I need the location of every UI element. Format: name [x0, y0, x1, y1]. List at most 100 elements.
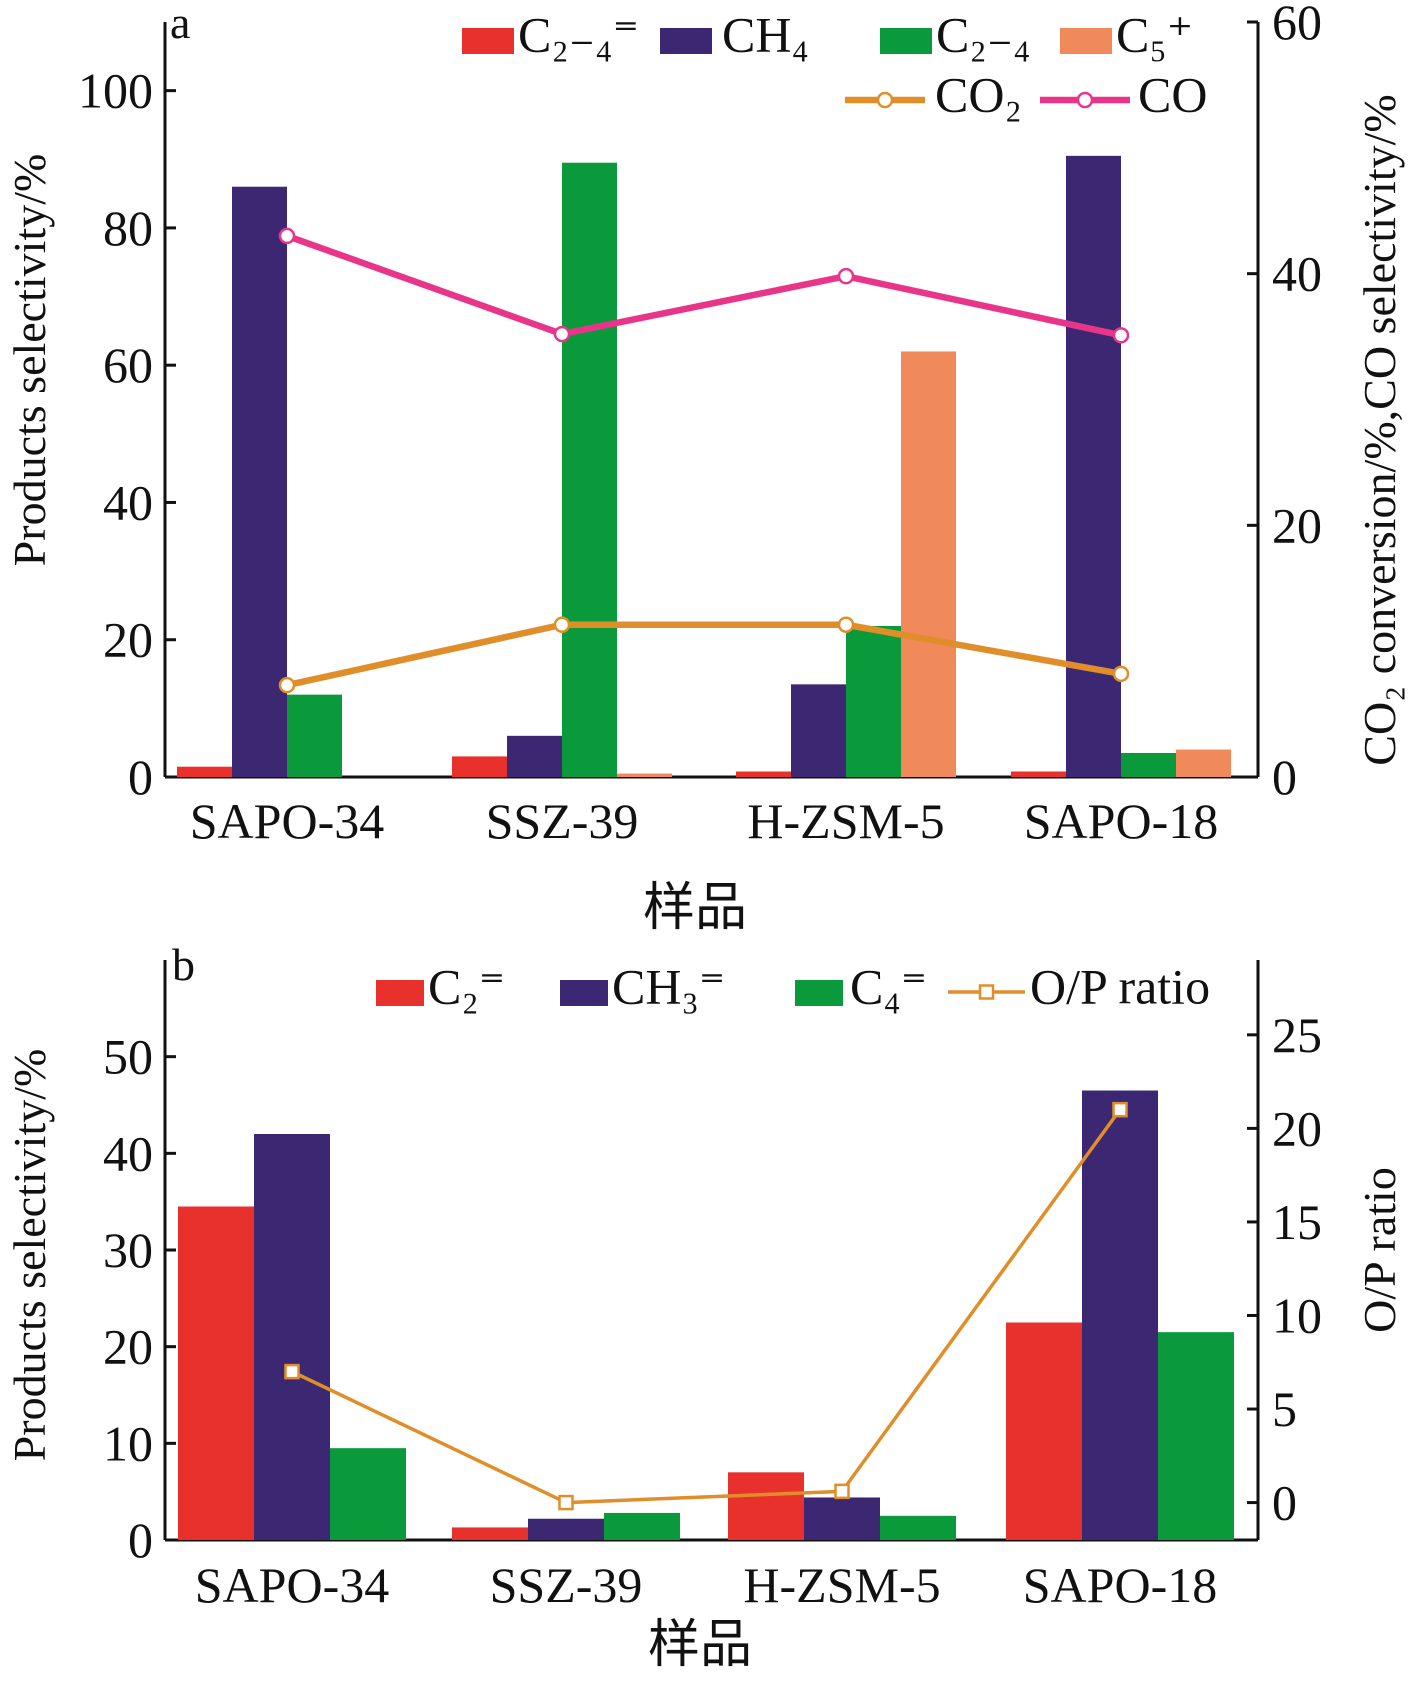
- y-tick-label: 40: [103, 474, 153, 530]
- y-tick-label: 0: [128, 1512, 153, 1568]
- line-marker: [837, 267, 855, 285]
- bar: [1066, 155, 1121, 777]
- line-marker: [558, 1494, 574, 1511]
- legend-swatch: [1060, 28, 1112, 54]
- y-right-tick-label: 20: [1272, 497, 1322, 553]
- category-label: SSZ-39: [486, 793, 639, 849]
- line-marker: [837, 616, 855, 633]
- panel-letter: b: [172, 939, 195, 990]
- bar: [901, 351, 956, 777]
- line-marker: [1112, 665, 1130, 683]
- bar: [330, 1448, 406, 1540]
- y-axis-right-title: O/P ratio: [1354, 1167, 1405, 1333]
- legend-marker: [1076, 91, 1094, 109]
- y-tick-label: 100: [78, 63, 153, 119]
- series-line: [285, 232, 1122, 339]
- legend-swatch: [462, 28, 514, 54]
- y-axis-title: Products selectivity/%: [4, 1049, 55, 1462]
- legend-swatch: [880, 28, 932, 54]
- line-marker: [553, 616, 571, 633]
- bar: [528, 1518, 604, 1540]
- category-label: SAPO-34: [190, 793, 384, 849]
- y-axis-right-title: CO₂ conversion/%,CO selectivity/%: [1354, 94, 1405, 765]
- legend-label: CH₃⁼: [612, 958, 725, 1014]
- bar: [254, 1134, 330, 1540]
- bar: [507, 735, 562, 777]
- y-tick-label: 0: [128, 749, 153, 805]
- bar: [177, 766, 232, 777]
- y-axis-title: Products selectivity/%: [4, 154, 55, 567]
- y-right-tick-label: 20: [1272, 1100, 1322, 1156]
- line-marker: [1112, 327, 1130, 344]
- series-line: [291, 1108, 1122, 1505]
- y-tick-label: 60: [103, 337, 153, 393]
- legend-marker: [978, 984, 995, 1000]
- y-right-tick-label: 25: [1272, 1007, 1322, 1063]
- y-right-tick-label: 60: [1272, 0, 1322, 50]
- category-label: H-ZSM-5: [743, 1557, 940, 1613]
- legend-label: C₅⁺: [1116, 6, 1193, 62]
- bar: [791, 684, 846, 777]
- bar: [617, 773, 672, 777]
- bar: [452, 756, 507, 777]
- y-tick-label: 20: [103, 1319, 153, 1375]
- line-marker: [834, 1483, 850, 1500]
- legend-label: C₂⁼: [428, 958, 505, 1014]
- legend-swatch: [795, 980, 843, 1006]
- legend-label: CO₂: [935, 66, 1022, 122]
- y-right-tick-label: 10: [1272, 1287, 1322, 1343]
- legend-swatch: [376, 980, 424, 1006]
- bar: [452, 1527, 528, 1540]
- bar: [287, 694, 342, 777]
- legend-marker: [876, 91, 894, 109]
- bar: [604, 1512, 680, 1540]
- bar: [1121, 752, 1176, 777]
- legend-label: CO: [1138, 66, 1207, 122]
- category-label: SAPO-18: [1023, 1557, 1217, 1613]
- y-tick-label: 10: [103, 1415, 153, 1471]
- bar: [1006, 1322, 1082, 1540]
- bar: [736, 771, 791, 777]
- legend-label: C₄⁼: [850, 958, 927, 1014]
- line-marker: [278, 227, 296, 245]
- y-tick-label: 80: [103, 200, 153, 256]
- category-label: SAPO-34: [195, 1557, 389, 1613]
- y-tick-label: 20: [103, 612, 153, 668]
- y-right-tick-label: 0: [1272, 1475, 1297, 1531]
- line-marker: [278, 676, 296, 694]
- bar: [728, 1472, 804, 1540]
- legend-label: O/P ratio: [1030, 958, 1210, 1014]
- category-label: SSZ-39: [490, 1557, 643, 1613]
- line-marker: [284, 1363, 300, 1380]
- panel-b-chart: 0 10 20 30 40 50 0 5 10 15 20 25 SAPO-34 SSZ-39 H-ZSM-…: [4, 939, 1405, 1674]
- category-label: SAPO-18: [1024, 793, 1218, 849]
- bar: [1176, 749, 1231, 777]
- x-axis-title: 样品: [648, 1617, 752, 1674]
- y-right-tick-label: 40: [1272, 246, 1322, 302]
- x-axis-title: 样品: [643, 880, 747, 937]
- y-right-tick-label: 15: [1272, 1194, 1322, 1250]
- bar: [178, 1206, 254, 1540]
- line-marker: [553, 325, 571, 343]
- bar: [232, 186, 287, 777]
- legend-swatch: [560, 980, 608, 1006]
- bar: [1011, 771, 1066, 777]
- bar: [1082, 1090, 1158, 1540]
- y-tick-label: 40: [103, 1125, 153, 1181]
- bar: [880, 1515, 956, 1540]
- bar: [846, 626, 901, 777]
- bar: [562, 162, 617, 778]
- y-right-tick-label: 5: [1272, 1381, 1297, 1437]
- category-label: H-ZSM-5: [747, 793, 944, 849]
- bar: [1158, 1332, 1234, 1540]
- y-tick-label: 30: [103, 1222, 153, 1278]
- panel-a-chart: 0 20 40 60 80 100 0 20 40 60 SAPO-34 SSZ-39 H-ZSM-5 S…: [4, 0, 1405, 937]
- panel-letter: a: [170, 0, 190, 48]
- legend-swatch: [660, 28, 712, 54]
- y-right-tick-label: 0: [1272, 749, 1297, 805]
- legend-label: C₂₋₄⁼: [518, 6, 639, 62]
- series-line: [286, 621, 1122, 689]
- legend-label: CH₄: [722, 6, 809, 62]
- line-marker: [1112, 1101, 1128, 1118]
